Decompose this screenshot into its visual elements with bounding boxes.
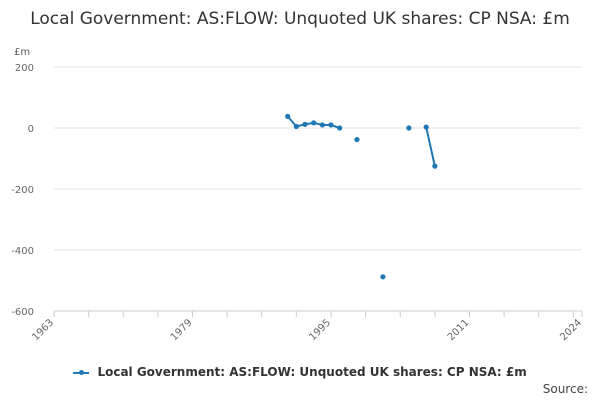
source-label: Source: (542, 382, 588, 396)
y-tick-label: -200 (11, 185, 34, 196)
series-line (425, 126, 436, 167)
data-point (406, 125, 412, 131)
x-tick-label: 1995 (307, 317, 333, 343)
data-point (432, 163, 438, 169)
chart-title: Local Government: AS:FLOW: Unquoted UK s… (30, 9, 570, 29)
x-tick-label: 1963 (30, 317, 56, 343)
y-tick-label: -600 (11, 307, 34, 318)
y-tick-label: 0 (28, 124, 34, 135)
series-marks (285, 113, 438, 280)
x-tick-label: 1979 (169, 317, 195, 343)
y-tick-label: 200 (15, 63, 34, 74)
x-axis (53, 310, 583, 317)
data-point (354, 136, 360, 143)
data-point (311, 120, 317, 126)
y-axis-unit-label: £m (14, 47, 31, 58)
x-tick-label: 2011 (446, 317, 472, 343)
legend-swatch (73, 369, 90, 375)
data-point (285, 113, 291, 120)
gridlines (54, 66, 582, 312)
legend-label: Local Government: AS:FLOW: Unquoted UK s… (97, 365, 527, 379)
legend[interactable]: Local Government: AS:FLOW: Unquoted UK s… (0, 365, 600, 379)
data-point (380, 274, 386, 280)
data-point (319, 122, 325, 128)
data-point (423, 124, 429, 130)
y-tick-label: -400 (11, 246, 34, 257)
data-point (302, 121, 308, 127)
data-point (337, 125, 343, 131)
x-tick-label: 2024 (558, 317, 584, 343)
data-point (293, 123, 299, 130)
data-point (328, 122, 334, 128)
